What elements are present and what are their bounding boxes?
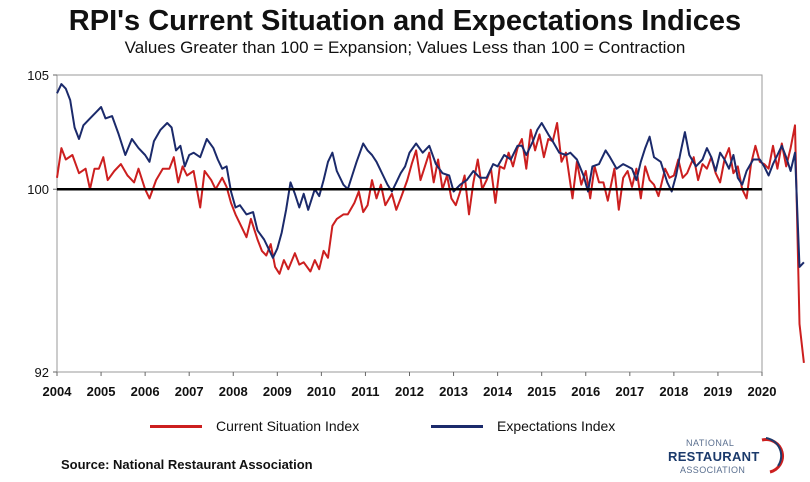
x-tick-label: 2006 <box>131 384 160 399</box>
chart-subtitle: Values Greater than 100 = Expansion; Val… <box>124 38 686 57</box>
logo-arc-icon <box>761 437 784 474</box>
x-tick-label: 2014 <box>483 384 513 399</box>
source-note: Source: National Restaurant Association <box>61 457 313 472</box>
legend-swatch-current-situation <box>150 424 202 428</box>
current-situation-line <box>56 122 805 364</box>
expectations-line <box>56 83 805 268</box>
x-tick-label: 2018 <box>659 384 688 399</box>
chart-tick-labels: 92 100 105 2004 2005 2006 2007 2008 2009 2010 2011… <box>27 68 776 399</box>
y-tick-label: 100 <box>27 182 49 197</box>
x-tick-label: 2005 <box>87 384 116 399</box>
legend-item-expectations: Expectations Index <box>431 418 615 434</box>
x-tick-label: 2011 <box>351 384 379 399</box>
legend-item-current-situation: Current Situation Index <box>150 418 359 434</box>
chart-axes <box>53 74 763 376</box>
y-tick-label: 105 <box>27 68 49 83</box>
legend-label-current-situation: Current Situation Index <box>216 418 360 434</box>
chart-title: RPI's Current Situation and Expectations… <box>68 5 742 37</box>
logo-text-restaurant: RESTAURANT <box>668 449 760 464</box>
x-tick-label: 2020 <box>748 384 777 399</box>
chart-series <box>56 83 805 364</box>
x-tick-label: 2009 <box>263 384 292 399</box>
x-tick-label: 2010 <box>307 384 336 399</box>
plot-frame <box>56 74 763 373</box>
y-tick-label: 92 <box>35 365 49 380</box>
x-tick-label: 2015 <box>527 384 556 399</box>
x-tick-label: 2004 <box>43 384 73 399</box>
logo-text-national: NATIONAL <box>686 438 735 448</box>
legend-swatch-expectations <box>431 424 483 428</box>
x-tick-label: 2019 <box>703 384 732 399</box>
x-tick-label: 2012 <box>395 384 424 399</box>
x-tick-label: 2007 <box>175 384 204 399</box>
nra-logo: NATIONAL RESTAURANT ASSOCIATION <box>668 436 788 478</box>
x-tick-label: 2017 <box>615 384 644 399</box>
x-tick-label: 2016 <box>571 384 600 399</box>
x-tick-label: 2008 <box>219 384 248 399</box>
x-tick-label: 2013 <box>439 384 468 399</box>
logo-text-association: ASSOCIATION <box>680 465 746 475</box>
legend-label-expectations: Expectations Index <box>497 418 616 434</box>
